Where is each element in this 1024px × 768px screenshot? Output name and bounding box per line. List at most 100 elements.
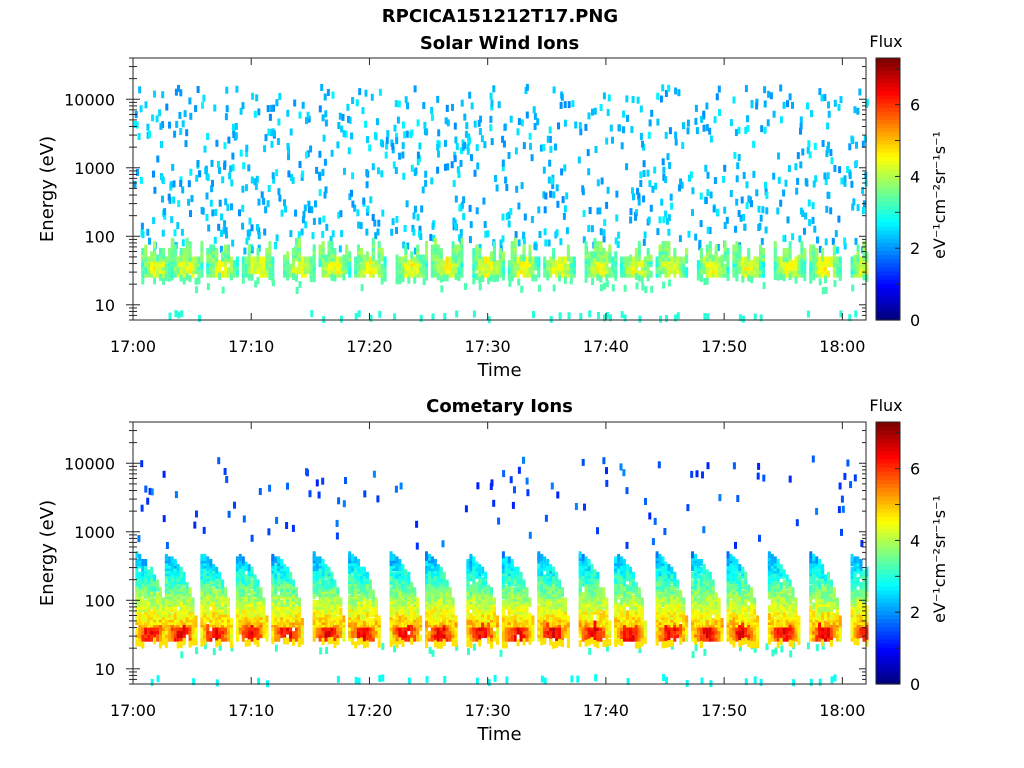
background-ion-cell: [312, 217, 316, 225]
band-cell: [779, 256, 783, 264]
background-ion-cell: [634, 213, 637, 221]
plume-cell: [164, 561, 168, 569]
band-cell: [348, 624, 352, 632]
band-cell: [416, 634, 420, 642]
low-energy-cell: [644, 286, 648, 294]
band-cell: [212, 260, 216, 268]
band-cell: [702, 256, 706, 264]
background-ion-cell: [782, 189, 786, 197]
background-ion-cell: [525, 83, 529, 91]
band-cell: [741, 270, 745, 278]
band-cell: [714, 270, 718, 278]
band-cell: [522, 270, 526, 278]
band-cell: [212, 627, 216, 635]
background-ion-cell: [454, 195, 458, 203]
plume-cell: [235, 556, 239, 564]
plume-cell: [365, 597, 369, 605]
wisp-cell: [141, 247, 145, 255]
background-ion-cell: [190, 195, 194, 203]
plume-cell: [333, 579, 337, 587]
plume-cell: [191, 620, 195, 628]
wisp-cell: [144, 244, 148, 252]
plume-cell: [318, 615, 322, 623]
band-cell: [543, 256, 547, 264]
background-ion-cell: [664, 210, 668, 218]
background-ion-cell: [551, 182, 555, 189]
background-ion-cell: [141, 231, 145, 239]
background-ion-cell: [245, 144, 249, 152]
background-ion-cell: [421, 186, 425, 194]
plume-cell: [141, 589, 145, 597]
background-ion-cell: [555, 184, 559, 192]
band-cell: [818, 256, 822, 264]
band-cell: [629, 270, 632, 278]
background-ion-cell: [325, 223, 329, 231]
plume-cell: [250, 605, 254, 613]
background-ion-cell: [843, 237, 847, 245]
background-ion-cell: [302, 210, 306, 218]
background-ion-cell: [289, 128, 293, 136]
band-cell: [534, 260, 538, 268]
background-ion-cell: [364, 89, 368, 97]
background-ion-cell: [300, 228, 304, 236]
colorbar-segment: [876, 229, 900, 235]
wisp-cell: [283, 254, 287, 262]
background-ion-cell: [330, 149, 334, 157]
band-cell: [283, 637, 287, 645]
band-cell: [658, 270, 662, 278]
band-cell: [209, 634, 213, 642]
plume-cell: [229, 618, 233, 625]
band-cell: [235, 634, 239, 642]
background-ion-cell: [287, 153, 290, 161]
background-ion-cell: [436, 95, 440, 103]
plume-cell: [173, 577, 177, 584]
band-cell: [167, 270, 171, 278]
band-cell: [493, 260, 496, 268]
background-ion-cell: [642, 195, 646, 203]
low-energy-cell: [493, 674, 497, 682]
background-ion-cell: [701, 471, 704, 479]
background-ion-cell: [777, 176, 781, 184]
background-ion-cell: [202, 526, 206, 534]
band-cell: [448, 263, 452, 271]
band-cell: [543, 260, 547, 268]
band-cell: [561, 260, 564, 268]
band-cell: [643, 256, 647, 264]
background-ion-cell: [563, 205, 567, 213]
background-ion-cell: [318, 189, 322, 197]
band-cell: [744, 256, 748, 264]
plume-cell: [436, 564, 440, 572]
band-cell: [135, 639, 139, 647]
plume-cell: [362, 620, 366, 628]
background-ion-cell: [538, 231, 542, 238]
band-cell: [309, 275, 313, 283]
band-cell: [265, 270, 269, 278]
band-cell: [159, 624, 162, 632]
band-cell: [428, 634, 431, 642]
low-energy-cell: [665, 315, 668, 322]
background-ion-cell: [813, 142, 817, 150]
colorbar-segment: [876, 303, 900, 309]
background-ion-cell: [505, 184, 509, 191]
band-cell: [543, 270, 547, 278]
background-ion-cell: [404, 96, 408, 104]
band-cell: [490, 274, 493, 282]
band-cell: [321, 638, 325, 645]
background-ion-cell: [788, 93, 792, 101]
background-ion-cell: [218, 199, 222, 207]
band-cell: [271, 624, 275, 632]
band-cell: [227, 634, 230, 642]
background-ion-cell: [495, 184, 499, 192]
plume-cell: [428, 553, 431, 561]
plume-cell: [250, 589, 254, 597]
plume-cell: [392, 589, 396, 597]
band-cell: [608, 267, 612, 275]
background-ion-cell: [187, 180, 191, 188]
band-cell: [250, 624, 254, 632]
band-cell: [853, 270, 857, 278]
background-ion-cell: [563, 101, 567, 109]
plume-cell: [135, 571, 139, 579]
low-energy-cell: [472, 643, 476, 651]
low-energy-cell: [354, 676, 358, 684]
band-cell: [797, 270, 801, 278]
